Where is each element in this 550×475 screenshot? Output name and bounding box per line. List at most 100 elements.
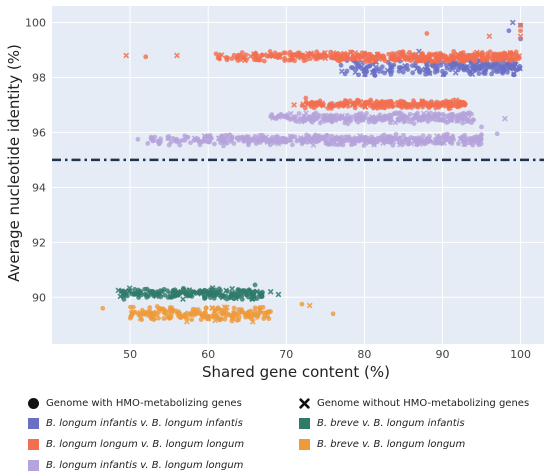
legend-label: Genome with HMO-metabolizing genes xyxy=(46,398,242,409)
series-swatch xyxy=(299,439,310,450)
data-point-series-3 xyxy=(121,296,127,302)
data-point-series-2 xyxy=(253,137,259,143)
data-point-series-2 xyxy=(384,115,390,121)
data-point-series-2 xyxy=(177,142,183,148)
data-point-series-1 xyxy=(217,56,222,62)
grid-lines xyxy=(52,6,544,344)
data-point-series-2 xyxy=(307,114,312,120)
data-point-series-0 xyxy=(495,67,501,72)
y-tick-label: 98 xyxy=(32,71,46,84)
data-point-series-0 xyxy=(384,67,391,74)
data-point-series-3 xyxy=(237,288,242,293)
data-point-series-2 xyxy=(333,135,339,141)
data-point-series-2 xyxy=(334,116,340,122)
data-point-series-2 xyxy=(253,141,259,147)
data-point-series-2 xyxy=(360,116,366,123)
legend-item-series-1: B. longum longum v. B. longum longum xyxy=(28,439,244,450)
data-point-series-2 xyxy=(317,120,323,126)
data-point-series-2 xyxy=(381,136,386,141)
legend-label: B. longum infantis v. B. longum infantis xyxy=(46,418,243,429)
data-point-series-2 xyxy=(174,136,180,142)
y-tick-label: 100 xyxy=(25,16,46,29)
data-point-series-2 xyxy=(311,111,317,117)
data-point-series-3 xyxy=(267,288,274,295)
data-point-series-1 xyxy=(456,102,462,108)
data-point-series-0 xyxy=(342,71,348,77)
data-point-series-2 xyxy=(434,137,439,142)
data-point-series-2 xyxy=(335,142,341,148)
data-point-series-2 xyxy=(223,133,229,138)
data-point-series-2 xyxy=(454,118,461,124)
legend-item-series-4: B. breve v. B. longum longum xyxy=(299,439,465,450)
data-point-series-4 xyxy=(239,309,245,314)
data-point-series-4 xyxy=(137,315,144,322)
data-point-series-4 xyxy=(193,311,198,317)
data-point-series-1 xyxy=(518,28,523,34)
data-point-series-1 xyxy=(123,52,130,59)
data-point-series-4 xyxy=(245,313,251,319)
data-point-series-1 xyxy=(243,52,249,58)
data-point-series-1 xyxy=(311,54,317,59)
data-point-series-4 xyxy=(249,318,256,325)
series-swatch xyxy=(28,418,39,429)
data-point-series-1 xyxy=(446,104,453,111)
data-point-series-1 xyxy=(307,102,313,107)
data-point-series-1 xyxy=(329,105,334,111)
data-point-series-1 xyxy=(287,52,293,58)
data-point-series-2 xyxy=(502,115,508,122)
data-point-series-4 xyxy=(299,301,305,307)
data-point-series-1 xyxy=(307,56,313,62)
data-point-series-2 xyxy=(157,139,162,145)
data-point-series-1 xyxy=(252,57,257,63)
data-point-series-4 xyxy=(192,307,198,313)
data-point-series-3 xyxy=(132,287,138,292)
data-point-series-1 xyxy=(412,100,417,106)
data-point-series-3 xyxy=(146,293,152,299)
data-point-series-1 xyxy=(340,103,346,109)
data-point-series-4 xyxy=(160,306,166,312)
data-point-series-2 xyxy=(268,114,274,119)
data-point-series-1 xyxy=(281,50,287,56)
x-axis-label: Shared gene content (%) xyxy=(202,363,390,381)
data-point-series-2 xyxy=(433,113,439,118)
data-point-series-1 xyxy=(239,50,245,56)
data-point-series-2 xyxy=(460,115,466,121)
data-point-series-3 xyxy=(220,292,226,298)
data-point-series-2 xyxy=(445,114,452,120)
data-point-series-2 xyxy=(456,141,461,147)
data-point-series-0 xyxy=(513,67,519,73)
data-point-series-4 xyxy=(146,309,152,315)
data-point-series-2 xyxy=(296,111,302,116)
data-point-series-1 xyxy=(505,56,511,61)
data-point-series-2 xyxy=(231,141,237,146)
data-point-series-0 xyxy=(425,67,431,73)
data-point-series-0 xyxy=(494,61,500,67)
data-point-series-2 xyxy=(405,141,411,147)
data-point-series-2 xyxy=(458,135,464,141)
data-point-series-2 xyxy=(479,132,484,138)
data-point-series-2 xyxy=(352,141,358,146)
data-point-series-1 xyxy=(247,53,254,60)
data-point-series-3 xyxy=(129,291,135,297)
data-point-series-1 xyxy=(381,56,387,62)
data-point-series-1 xyxy=(242,57,248,64)
series-swatch xyxy=(28,460,39,471)
data-point-series-4 xyxy=(231,305,237,311)
data-point-series-1 xyxy=(174,52,180,59)
data-point-series-1 xyxy=(259,52,264,58)
data-point-series-0 xyxy=(456,64,462,70)
data-point-series-1 xyxy=(391,57,397,63)
data-point-series-3 xyxy=(197,288,203,294)
data-point-series-1 xyxy=(332,56,338,61)
data-point-series-2 xyxy=(340,142,346,148)
data-point-series-2 xyxy=(327,136,333,142)
data-point-series-2 xyxy=(356,138,362,144)
legend-label: B. longum longum v. B. longum longum xyxy=(46,439,245,450)
data-point-series-0 xyxy=(469,64,475,70)
legend-label: B. breve v. B. longum infantis xyxy=(317,418,465,429)
data-point-series-1 xyxy=(513,57,519,63)
data-point-series-2 xyxy=(289,116,295,121)
data-point-series-0 xyxy=(378,68,384,74)
data-point-series-2 xyxy=(392,110,399,117)
data-point-series-2 xyxy=(392,119,399,126)
